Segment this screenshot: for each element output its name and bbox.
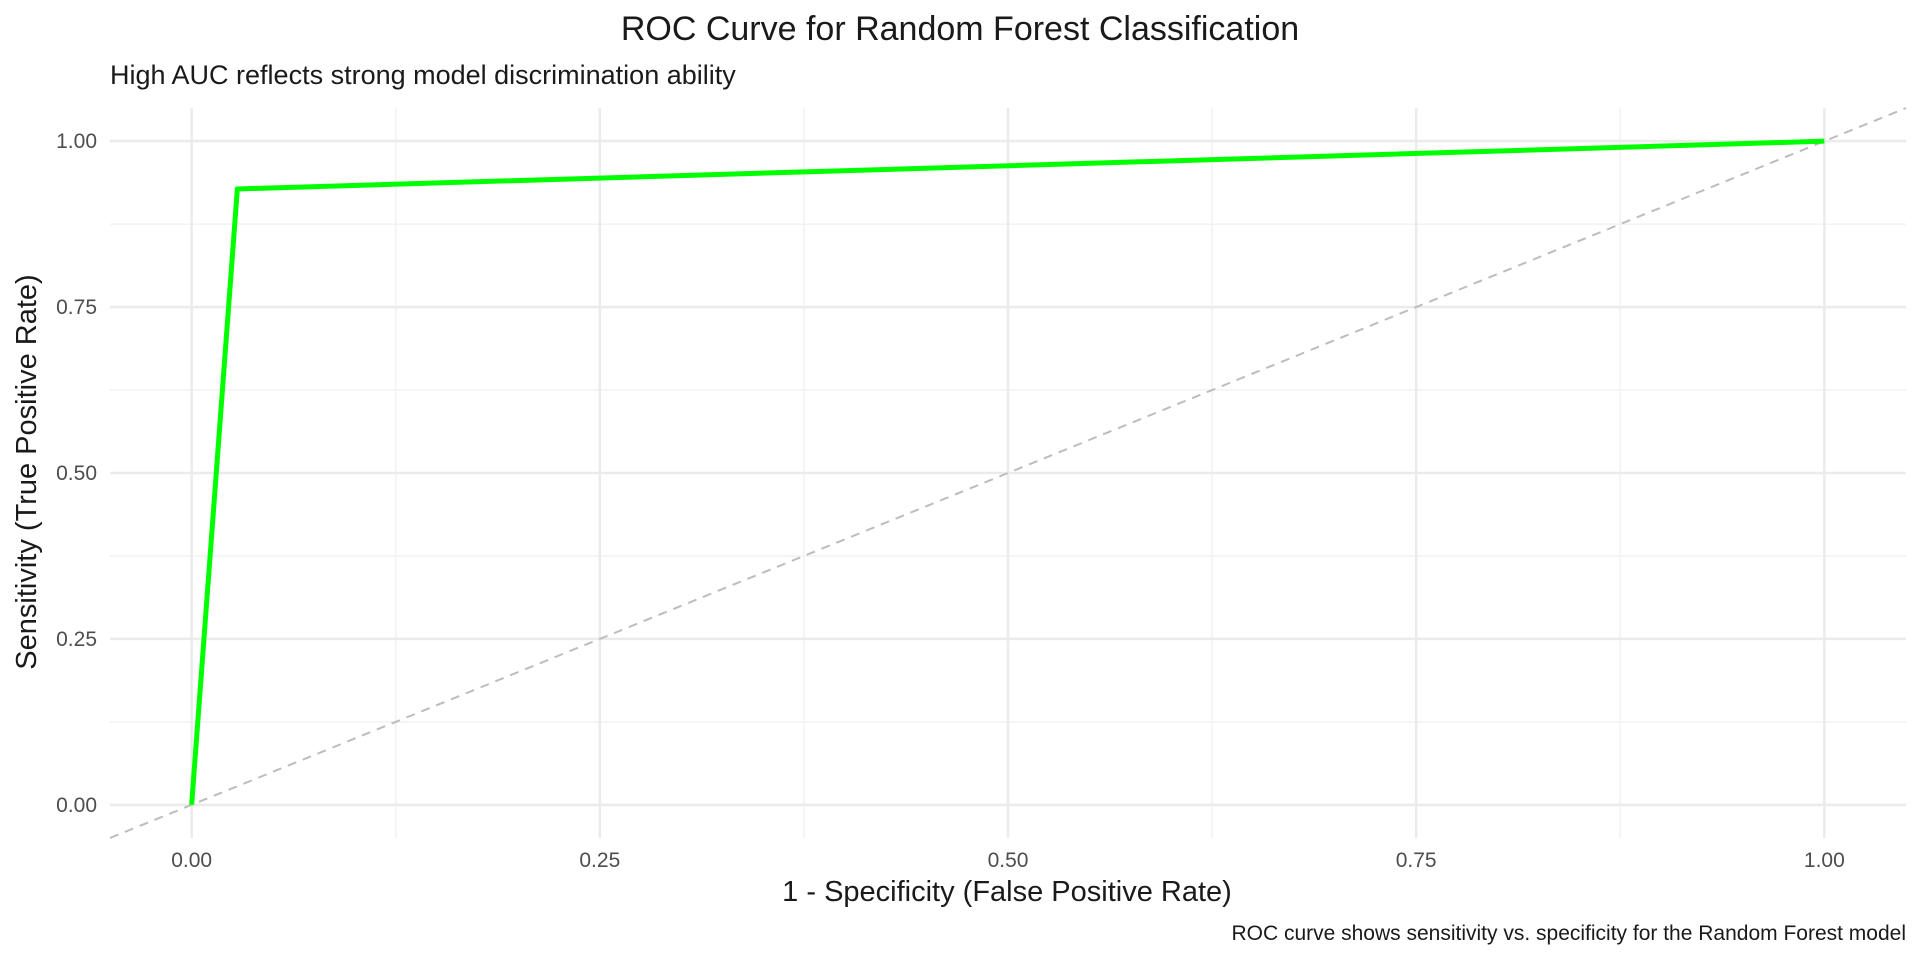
x-tick-label: 1.00 (1804, 849, 1845, 872)
y-tick-label: 0.50 (56, 462, 97, 485)
y-tick-label: 0.75 (56, 296, 97, 319)
y-tick-label: 0.00 (56, 794, 97, 817)
roc-curve-line (189, 138, 1825, 806)
chart-subtitle: High AUC reflects strong model discrimin… (110, 60, 736, 90)
y-axis-title: Sensitivity (True Positive Rate) (11, 274, 43, 669)
x-tick-label: 0.50 (988, 849, 1029, 872)
x-axis-ticks: 0.00 0.25 0.50 0.75 1.00 (171, 849, 1845, 872)
roc-series (189, 138, 1825, 806)
x-axis-title: 1 - Specificity (False Positive Rate) (782, 876, 1232, 908)
x-tick-label: 0.75 (1396, 849, 1437, 872)
reference-diagonal (109, 107, 1907, 839)
y-tick-label: 1.00 (56, 130, 97, 153)
chart-caption: ROC curve shows sensitivity vs. specific… (1231, 922, 1906, 945)
y-axis-ticks: 0.00 0.25 0.50 0.75 1.00 (56, 130, 97, 817)
reference-line (109, 107, 1907, 839)
y-tick-label: 0.25 (56, 628, 97, 651)
x-tick-label: 0.25 (579, 849, 620, 872)
x-tick-label: 0.00 (171, 849, 212, 872)
chart-title: ROC Curve for Random Forest Classificati… (621, 10, 1299, 48)
grid (110, 108, 1906, 838)
